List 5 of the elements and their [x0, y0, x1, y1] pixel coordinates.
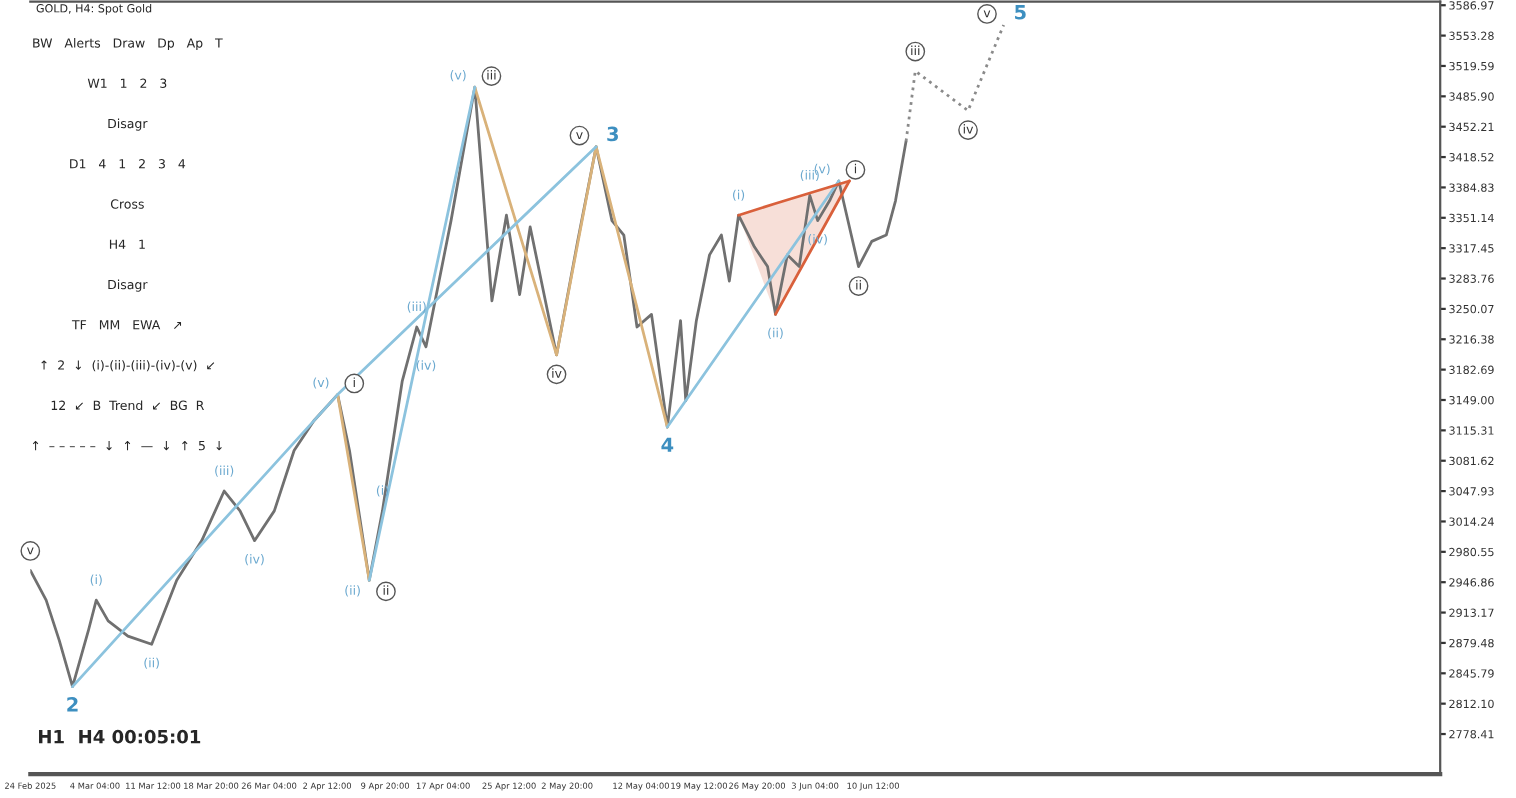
annotation: 2 [67, 697, 78, 712]
annotation: H1 H4 00:05:01 [39, 729, 201, 744]
annotation: 5 [1015, 5, 1026, 20]
annotation: 3 [607, 126, 618, 142]
annotation: 4 [661, 437, 674, 452]
